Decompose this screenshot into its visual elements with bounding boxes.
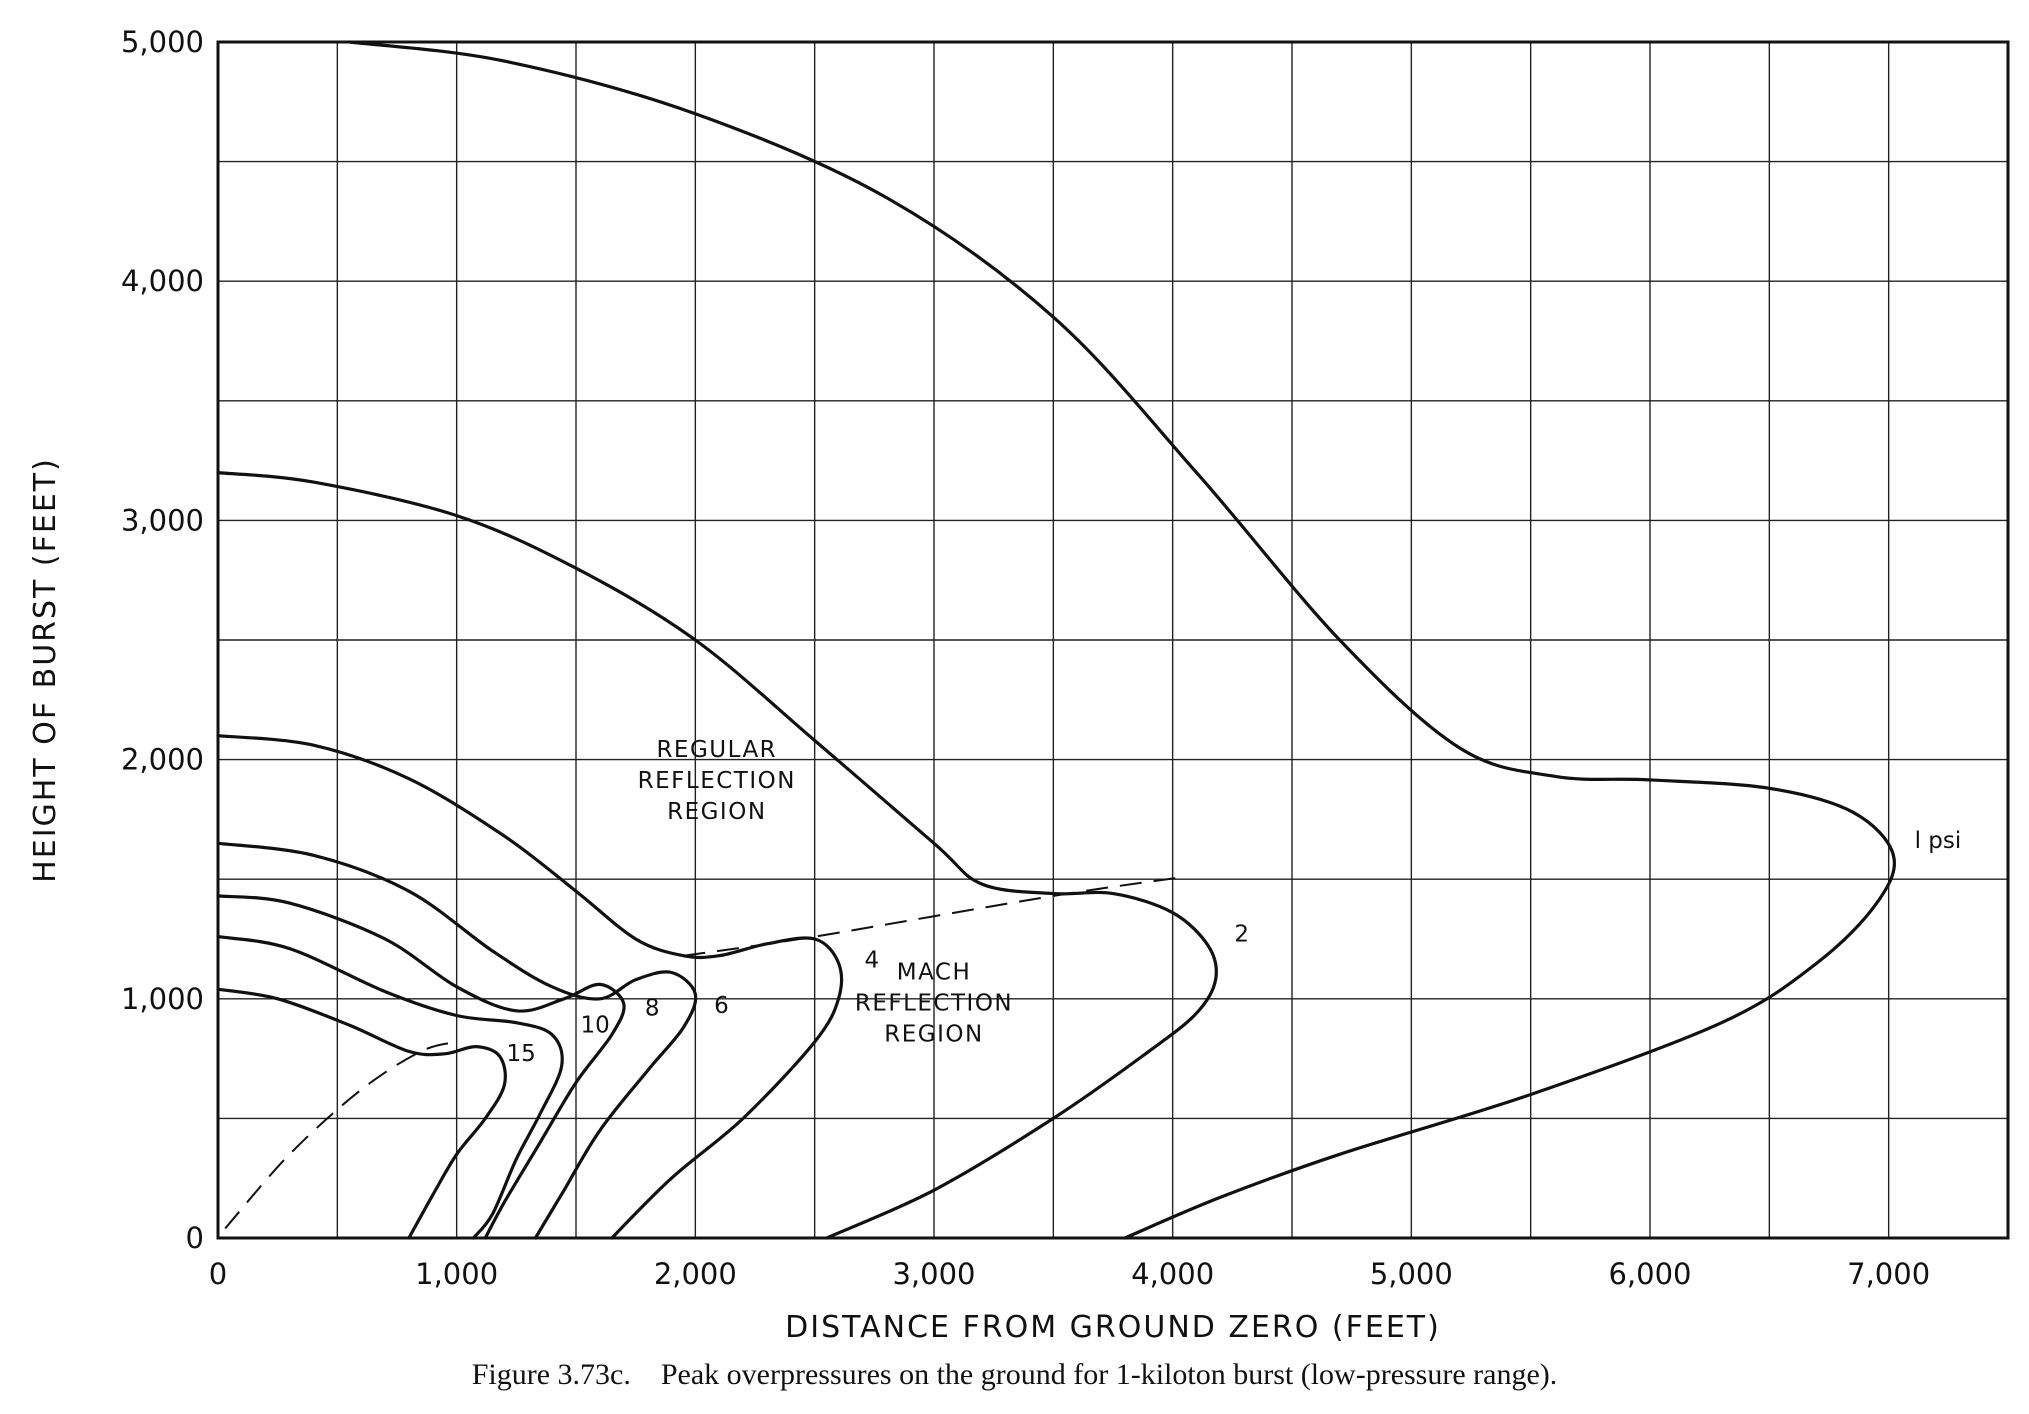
x-tick-label: 2,000 <box>654 1257 737 1291</box>
x-axis-title: DISTANCE FROM GROUND ZERO (FEET) <box>785 1310 1441 1345</box>
region-label-line: REGULAR <box>656 737 777 763</box>
dashed-boundaries <box>224 875 1185 1230</box>
x-tick-label: 4,000 <box>1131 1257 1214 1291</box>
y-tick-label: 1,000 <box>121 982 204 1016</box>
curve-label: 8 <box>645 996 660 1022</box>
curve-labels: l psi 2 4 6 8 10 15 <box>506 828 1961 1067</box>
y-tick-label: 0 <box>186 1221 204 1255</box>
curve-label: 2 <box>1234 921 1249 947</box>
curve-4 <box>216 734 844 1240</box>
overpressure-curves <box>216 40 1896 1240</box>
curve-1-psi <box>347 40 1896 1240</box>
curve-6 <box>216 841 698 1240</box>
plot-frame <box>216 40 2010 1240</box>
y-tick-label: 2,000 <box>121 743 204 777</box>
region-labels: REGULAR REFLECTION REGION MACH REFLECTION REG… <box>638 737 1013 1048</box>
curve-label: l psi <box>1915 828 1962 854</box>
region-label-line: REGION <box>667 799 766 825</box>
curve-label: 15 <box>506 1041 535 1067</box>
x-tick-label: 7,000 <box>1847 1257 1930 1291</box>
curve-8 <box>216 894 626 1240</box>
curve-label: 10 <box>580 1012 609 1038</box>
region-label-line: REGION <box>884 1022 983 1048</box>
region-label-line: MACH <box>897 960 972 986</box>
curve-label: 6 <box>714 993 729 1019</box>
x-tick-labels: 0 1,000 2,000 3,000 4,000 5,000 6,000 7,000 <box>209 1257 1930 1291</box>
x-tick-label: 5,000 <box>1370 1257 1453 1291</box>
x-tick-label: 3,000 <box>892 1257 975 1291</box>
curve-label: 4 <box>864 948 879 974</box>
curve-2 <box>216 471 1218 1240</box>
x-tick-label: 0 <box>209 1257 227 1291</box>
curve-15 <box>216 987 507 1240</box>
region-label-line: REFLECTION <box>638 768 796 794</box>
y-tick-label: 5,000 <box>121 25 204 59</box>
x-tick-label: 6,000 <box>1608 1257 1691 1291</box>
x-tick-label: 1,000 <box>415 1257 498 1291</box>
dashed-boundary <box>683 875 1185 957</box>
y-tick-labels: 0 1,000 2,000 3,000 4,000 5,000 <box>121 25 204 1255</box>
curve-10 <box>216 935 564 1240</box>
figure-caption: Figure 3.73c. Peak overpressures on the … <box>471 1358 1558 1391</box>
dashed-boundary <box>224 1040 457 1230</box>
y-tick-label: 4,000 <box>121 264 204 298</box>
region-label-line: REFLECTION <box>855 991 1013 1017</box>
y-tick-label: 3,000 <box>121 503 204 537</box>
y-axis-title: HEIGHT OF BURST (FEET) <box>28 457 63 883</box>
horizontal-gridlines <box>218 160 2008 1120</box>
